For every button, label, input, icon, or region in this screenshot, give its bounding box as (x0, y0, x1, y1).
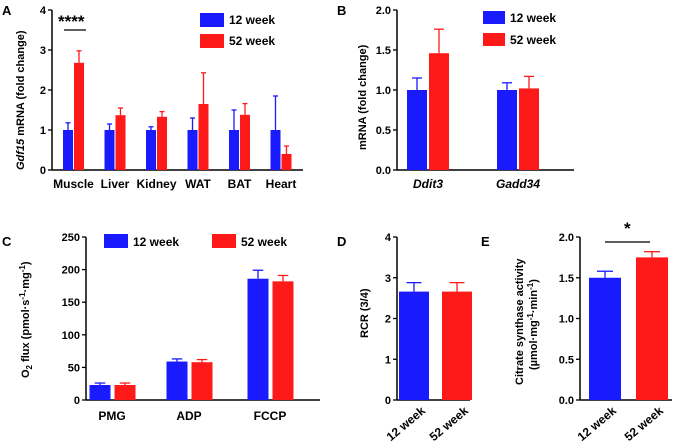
panel-c-bar (89, 385, 111, 400)
panel-a-bar (240, 114, 250, 170)
legend-swatch-52-week (212, 234, 236, 248)
panel-a-xtick-label: Liver (101, 177, 130, 191)
panel-a-bar (229, 130, 239, 170)
panel-d-xtick-label: 52 week (427, 403, 472, 442)
panel-e-xtick-label: 12 week (575, 403, 620, 442)
panel-a-bar (63, 130, 73, 170)
panel-b-xtick-label: Gadd34 (496, 177, 540, 191)
panel-c-ylabel: O2 flux (pmol·s-1·mg-1) (18, 261, 34, 378)
panel-b-ytick-label: 0.0 (376, 165, 391, 177)
panel-d-ytick-label: 4 (385, 232, 392, 244)
panel-c-bar (191, 362, 213, 400)
panel-a-bar (115, 115, 126, 170)
panel-e-xtick-label: 52 week (622, 403, 667, 442)
panel-a-xtick-label: Heart (266, 177, 297, 191)
panel-a-bar (74, 62, 84, 170)
panel-b-bar (519, 88, 539, 170)
panel-a-bar (198, 104, 209, 170)
panel-c-xtick-label: FCCP (254, 409, 287, 423)
panel-label-b: B (337, 3, 346, 18)
panel-b-bar (407, 90, 427, 170)
panel-a-legend: 12 week 52 week (200, 13, 275, 48)
legend-swatch-12-week (200, 13, 224, 27)
panel-b-ytick-label: 1.5 (376, 45, 391, 57)
panel-label-c: C (2, 234, 12, 249)
panel-a-xtick-label: Kidney (136, 177, 176, 191)
panel-d-ytick-label: 1 (385, 354, 391, 366)
legend-label-12-week: 12 week (133, 235, 179, 249)
panel-a-ytick-label: 0 (40, 165, 46, 177)
panel-d-bar (442, 291, 472, 400)
legend-swatch-12-week (483, 11, 505, 24)
legend-label-12-week: 12 week (229, 13, 275, 27)
legend-swatch-52-week (200, 34, 224, 48)
panel-d-bar (399, 291, 429, 400)
legend-label-12-week: 12 week (510, 11, 556, 25)
panel-d-ytick-label: 2 (385, 314, 391, 326)
panel-d-xtick-label: 12 week (384, 403, 429, 442)
panel-e-significance: * (624, 219, 631, 238)
panel-c-bar (114, 385, 136, 400)
panel-c-bar (272, 281, 294, 400)
panel-b-bar (429, 53, 449, 171)
panel-c-ytick-label: 100 (62, 330, 80, 342)
panel-c-bar (247, 278, 269, 400)
panel-a-bar (146, 130, 156, 170)
panel-d-ytick-label: 3 (385, 273, 391, 285)
panel-a-xtick-label: WAT (185, 177, 211, 191)
panel-b-ytick-label: 2.0 (376, 5, 391, 17)
panel-a-ylabel: Gdf15 mRNA (fold change) (15, 30, 27, 170)
panel-c-xtick-label: PMG (98, 409, 125, 423)
panel-label-d: D (337, 234, 346, 249)
panel-e-ytick-label: 1.0 (559, 314, 574, 326)
panel-e-ylabel-line2: (µmol·mg-1·min-1) (526, 279, 540, 370)
panel-b-ylabel: mRNA (fold change) (357, 44, 369, 150)
panel-a-bar (104, 130, 115, 170)
panel-c-ytick-label: 200 (62, 265, 80, 277)
panel-a-ytick-label: 1 (40, 125, 46, 137)
legend-swatch-52-week (483, 33, 505, 46)
panel-b-bar (497, 90, 517, 170)
legend-label-52-week: 52 week (510, 33, 556, 47)
panel-label-e: E (481, 234, 490, 249)
legend-label-52-week: 52 week (241, 235, 287, 249)
panel-a-bar (281, 154, 292, 170)
panel-a-significance: **** (58, 12, 85, 31)
panel-a-ytick-label: 4 (40, 5, 47, 17)
panel-e-bar (589, 277, 621, 400)
panel-e-bar (636, 257, 668, 400)
legend-swatch-12-week (104, 234, 128, 248)
panel-a-bar (187, 130, 198, 170)
panel-a-bar (157, 116, 167, 170)
panel-c-bar (166, 361, 188, 400)
panel-b-legend: 12 week 52 week (483, 11, 556, 47)
panel-e-ylabel-line1: Citrate synthase activity (514, 258, 526, 385)
panel-a-xtick-label: BAT (228, 177, 252, 191)
panel-d-ytick-label: 0 (385, 395, 391, 407)
panel-c-ytick-label: 50 (68, 362, 80, 374)
panel-e-ytick-label: 0.0 (559, 395, 574, 407)
panel-b-xtick-label: Ddit3 (413, 177, 443, 191)
panel-c-ytick-label: 250 (62, 232, 80, 244)
panel-a-bar (270, 130, 281, 170)
panel-e-ytick-label: 2.0 (559, 232, 574, 244)
panel-c-legend: 12 week 52 week (104, 234, 287, 249)
panel-b-ytick-label: 0.5 (376, 125, 391, 137)
panel-a-ytick-label: 3 (40, 45, 46, 57)
panel-b-ytick-label: 1.0 (376, 85, 391, 97)
panel-d-ylabel: RCR (3/4) (359, 288, 371, 338)
panel-e-ytick-label: 0.5 (559, 354, 574, 366)
panel-a-xtick-label: Muscle (53, 177, 94, 191)
legend-label-52-week: 52 week (229, 34, 275, 48)
panel-c-xtick-label: ADP (176, 409, 201, 423)
panel-label-a: A (2, 3, 12, 18)
panel-c-ytick-label: 150 (62, 297, 80, 309)
panel-e-ytick-label: 1.5 (559, 273, 574, 285)
panel-c-ytick-label: 0 (74, 395, 80, 407)
panel-a-ytick-label: 2 (40, 85, 46, 97)
